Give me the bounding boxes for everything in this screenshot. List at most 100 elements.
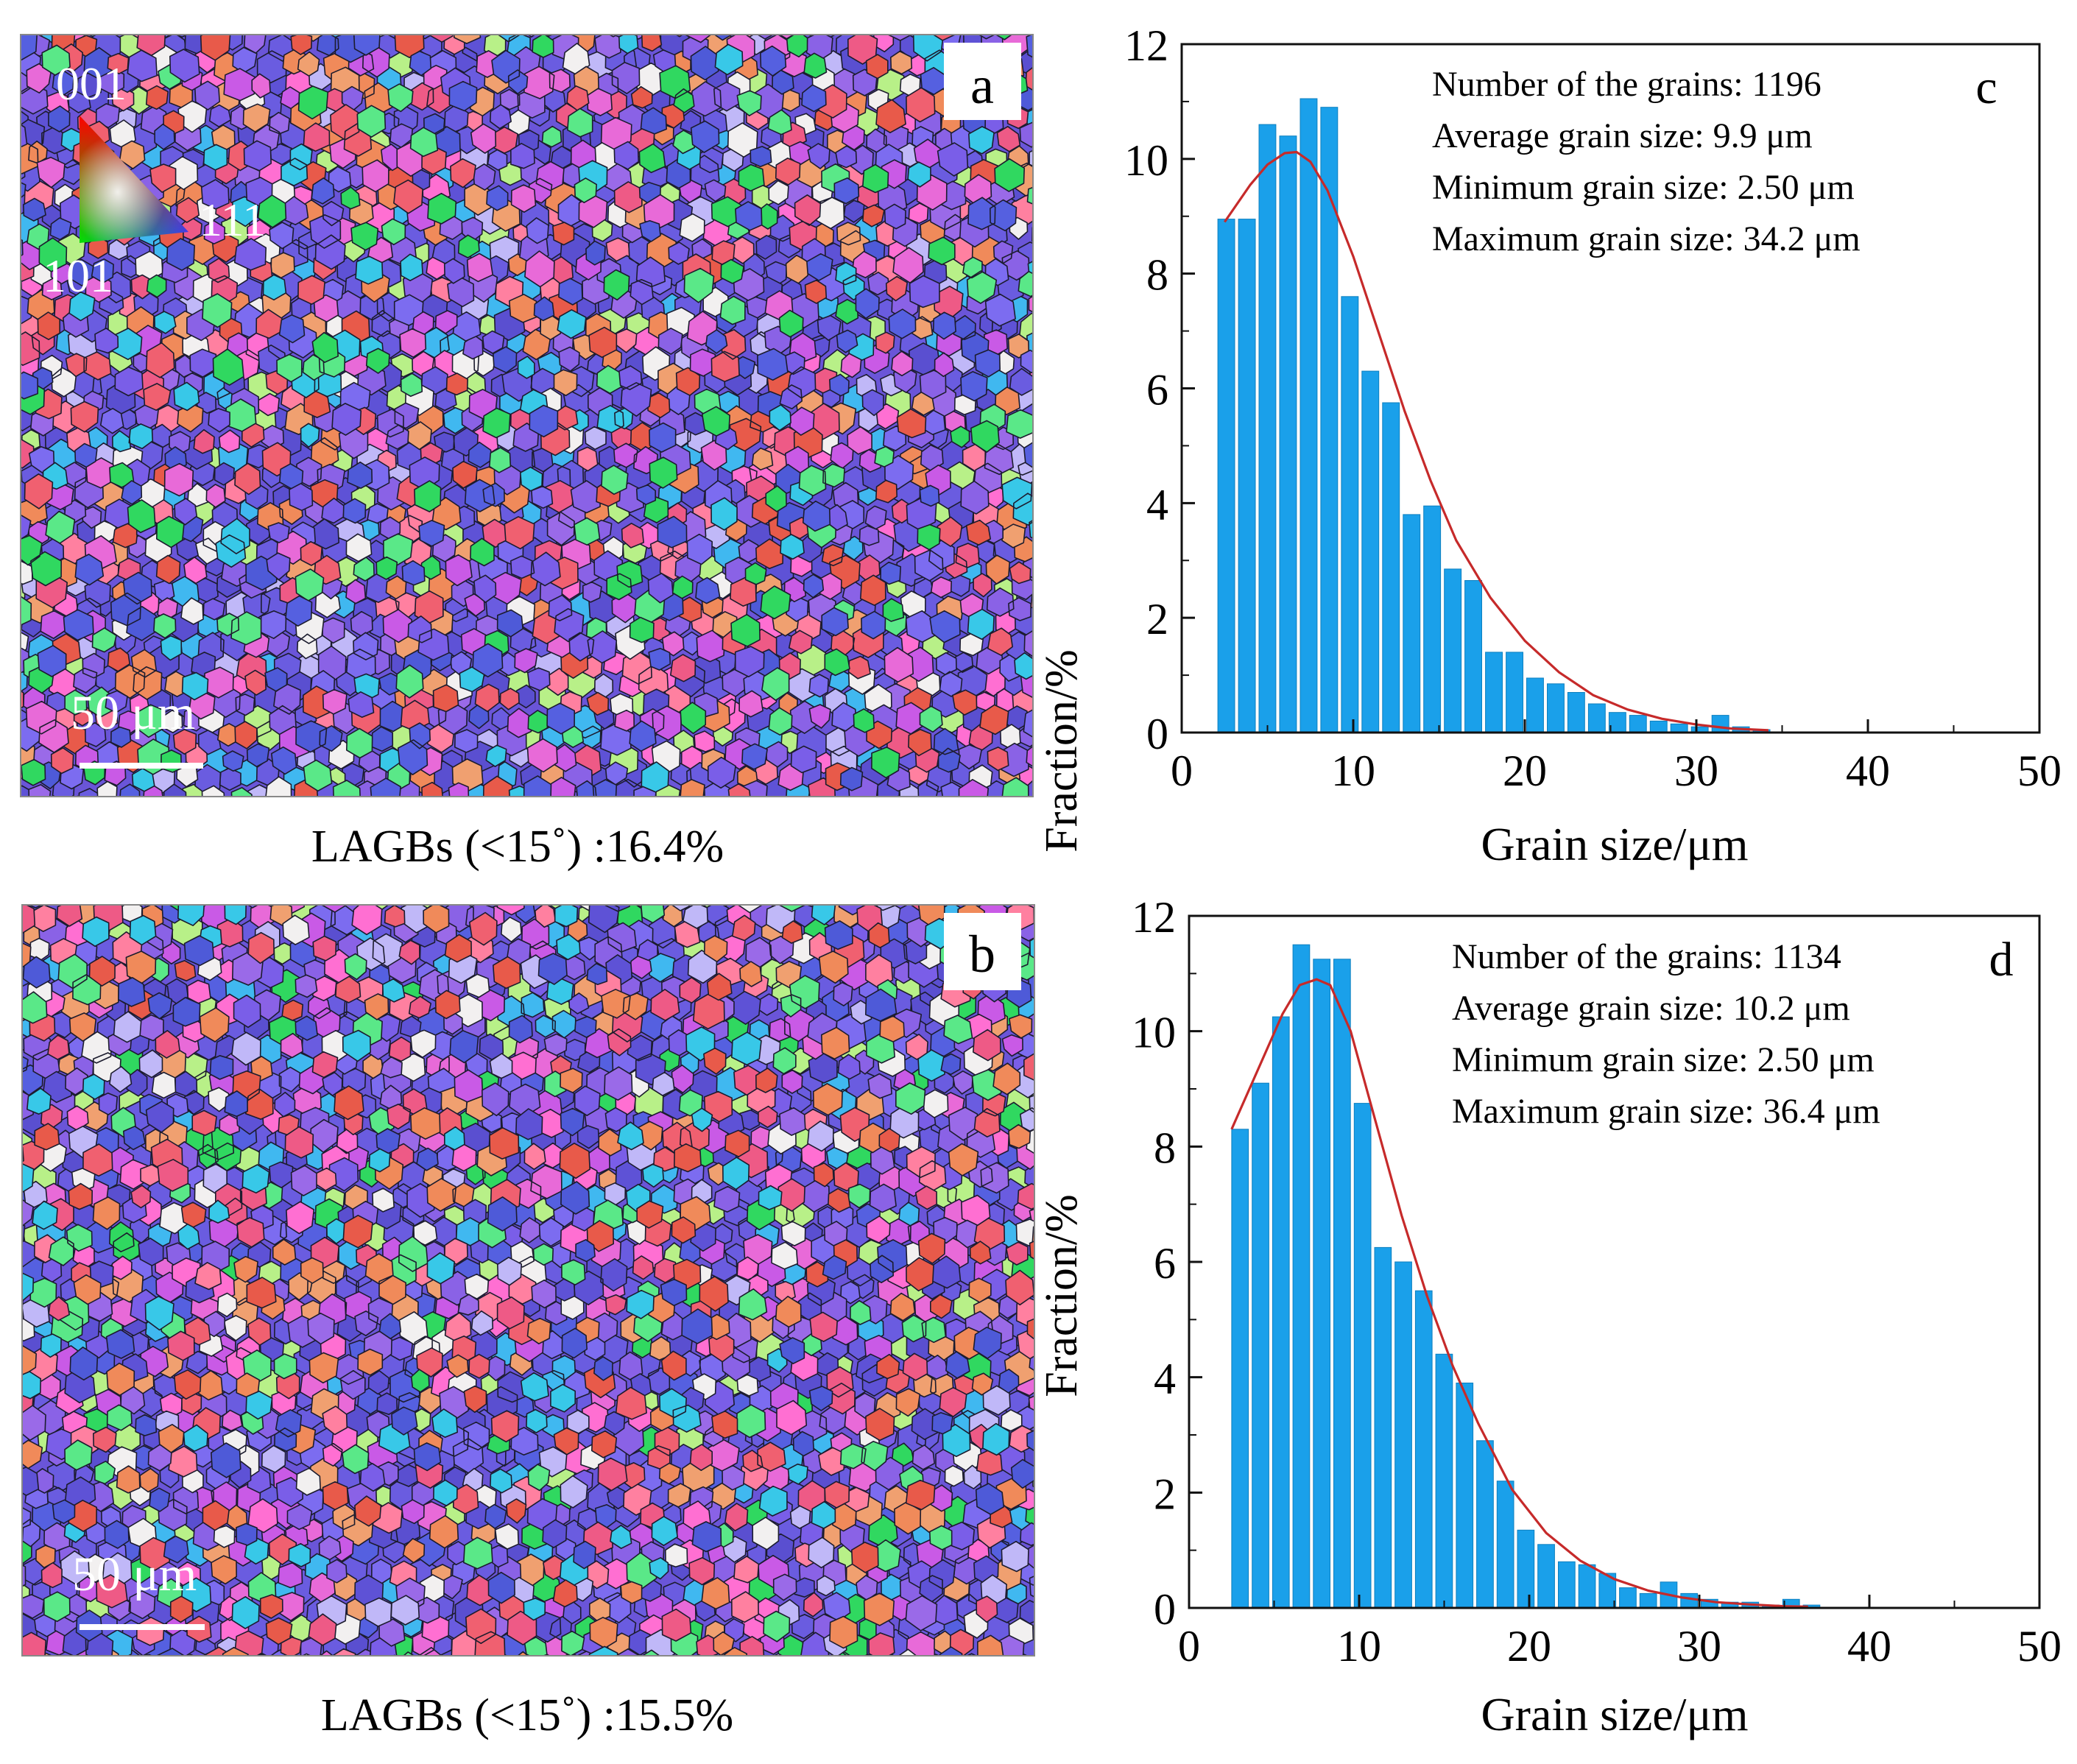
y-tick-label: 2 xyxy=(1146,595,1168,643)
histogram-bar xyxy=(1558,1561,1576,1609)
grain-cells xyxy=(21,35,1029,786)
ebsd-grain-map xyxy=(21,35,1033,797)
y-tick-label: 8 xyxy=(1154,1123,1176,1172)
ebsd-grain-map xyxy=(22,905,1034,1656)
annotation-average-size: Average grain size: 9.9 μm xyxy=(1432,116,1813,155)
ebsd-map-b: b 50 μm LAGBs (<15˚) :15.5% xyxy=(21,904,1035,1740)
x-tick-label: 20 xyxy=(1507,1622,1551,1670)
histogram-bar xyxy=(1587,703,1606,733)
annotation-maximum-size: Maximum grain size: 36.4 μm xyxy=(1452,1092,1880,1131)
scale-bar xyxy=(80,763,203,769)
histogram-bar xyxy=(1506,652,1523,733)
histogram-bar xyxy=(1547,683,1565,733)
panel-label-c: c xyxy=(1975,60,1997,114)
histogram-bar xyxy=(1258,124,1277,733)
grain-cells xyxy=(22,920,1034,1656)
histogram-bar xyxy=(1496,1481,1514,1609)
grain-cells xyxy=(21,35,1033,797)
histogram-c: 0 2 4 6 8 10 12 0 10 20 30 40 50 Fraction/% Grain si… xyxy=(1037,21,2062,870)
x-tick-label: 50 xyxy=(2017,747,2062,795)
histogram-bar xyxy=(1485,652,1503,733)
ipf-label-111: 111 xyxy=(199,194,266,246)
histogram-bar xyxy=(1341,296,1359,733)
scale-bar xyxy=(80,1624,205,1630)
y-tick-label: 10 xyxy=(1132,1009,1176,1057)
y-axis-title: Fraction/% xyxy=(1037,649,1087,853)
x-tick-label: 20 xyxy=(1503,747,1547,795)
histogram-bar xyxy=(1361,370,1380,733)
y-tick-label: 12 xyxy=(1132,893,1176,942)
histogram-bar xyxy=(1537,1544,1555,1609)
grain-mosaic xyxy=(21,35,1033,797)
fit-curve xyxy=(1223,150,1769,732)
panel-label-box xyxy=(944,913,1021,990)
histogram-bar xyxy=(1711,715,1729,733)
x-axis-title: Grain size/μm xyxy=(1481,818,1748,870)
histogram-bar xyxy=(1670,723,1688,733)
x-tick-label: 10 xyxy=(1337,1622,1381,1670)
histogram-bar xyxy=(1292,944,1311,1609)
histogram-bar xyxy=(1464,580,1482,733)
grain-cells xyxy=(22,905,1034,1656)
histogram-bar xyxy=(1423,505,1442,733)
y-tick-label: 0 xyxy=(1154,1585,1176,1634)
x-axis-title: Grain size/μm xyxy=(1481,1688,1748,1740)
map-frame xyxy=(21,904,1035,1657)
y-tick-label: 10 xyxy=(1124,136,1168,185)
histogram-bar xyxy=(1272,1016,1290,1609)
histogram-bar xyxy=(1333,959,1351,1609)
x-tick-label: 0 xyxy=(1178,1622,1200,1670)
histogram-bar xyxy=(1300,98,1318,733)
histogram-bar xyxy=(1353,1103,1372,1609)
histogram-bar xyxy=(1639,1592,1657,1609)
histogram-bar xyxy=(1238,219,1256,733)
y-tick-label: 4 xyxy=(1146,480,1168,529)
grain-mosaic xyxy=(22,905,1034,1656)
histogram-bar xyxy=(1403,514,1421,733)
annotation-grain-count: Number of the grains: 1134 xyxy=(1452,937,1841,976)
x-tick-label: 40 xyxy=(1846,747,1890,795)
ebsd-map-a: 001 101 111 a 50 μm LAGBs (<15˚) :16.4% xyxy=(20,34,1034,872)
lagb-caption-a: LAGBs (<15˚) :16.4% xyxy=(311,822,724,872)
y-tick-label: 4 xyxy=(1154,1355,1176,1403)
x-tick-label: 10 xyxy=(1331,747,1375,795)
histogram-bar xyxy=(1456,1383,1474,1609)
histogram-bar xyxy=(1649,720,1668,733)
histogram-bar xyxy=(1231,1129,1249,1609)
histogram-bar xyxy=(1394,1261,1412,1609)
plot-area: 0 2 4 6 8 10 12 0 10 20 30 40 50 xyxy=(1124,21,2062,795)
y-tick-label: 0 xyxy=(1146,710,1168,758)
panel-label-b: b xyxy=(969,925,995,984)
y-tick-label: 8 xyxy=(1146,251,1168,300)
ipf-color-key: 001 101 111 xyxy=(43,57,266,302)
histogram-bar xyxy=(1680,1592,1699,1609)
x-tick-label: 30 xyxy=(1674,747,1718,795)
histogram-bar xyxy=(1517,1529,1535,1609)
histogram-bar xyxy=(1382,402,1400,733)
histogram-bar xyxy=(1619,1587,1637,1609)
annotation-average-size: Average grain size: 10.2 μm xyxy=(1452,989,1850,1028)
annotation-grain-count: Number of the grains: 1196 xyxy=(1432,65,1822,104)
histogram-bar xyxy=(1476,1440,1494,1609)
histogram-bar xyxy=(1578,1564,1596,1609)
y-tick-label: 2 xyxy=(1154,1470,1176,1518)
histogram-bar xyxy=(1217,219,1235,733)
annotation-minimum-size: Minimum grain size: 2.50 μm xyxy=(1432,168,1855,207)
annotation-minimum-size: Minimum grain size: 2.50 μm xyxy=(1452,1040,1875,1079)
histogram-bar xyxy=(1435,1353,1453,1609)
lagb-caption-b: LAGBs (<15˚) :15.5% xyxy=(321,1690,733,1740)
y-tick-label: 6 xyxy=(1146,366,1168,414)
histogram-bar xyxy=(1526,677,1544,733)
panel-label-a: a xyxy=(970,56,994,115)
histogram-bar xyxy=(1444,568,1462,733)
x-tick-label: 30 xyxy=(1677,1622,1721,1670)
histogram-bar xyxy=(1320,107,1339,733)
map-frame xyxy=(20,34,1034,797)
ipf-label-101: 101 xyxy=(43,250,113,302)
histogram-bar xyxy=(1252,1082,1269,1609)
x-tick-label: 50 xyxy=(2017,1622,2062,1670)
histogram-bar xyxy=(1279,135,1297,733)
panel-label-box xyxy=(944,43,1021,120)
histogram-bar xyxy=(1374,1246,1392,1609)
